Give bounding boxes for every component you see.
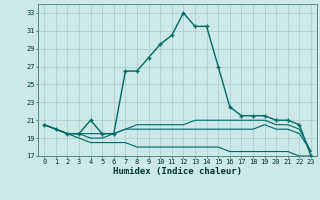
X-axis label: Humidex (Indice chaleur): Humidex (Indice chaleur) xyxy=(113,167,242,176)
